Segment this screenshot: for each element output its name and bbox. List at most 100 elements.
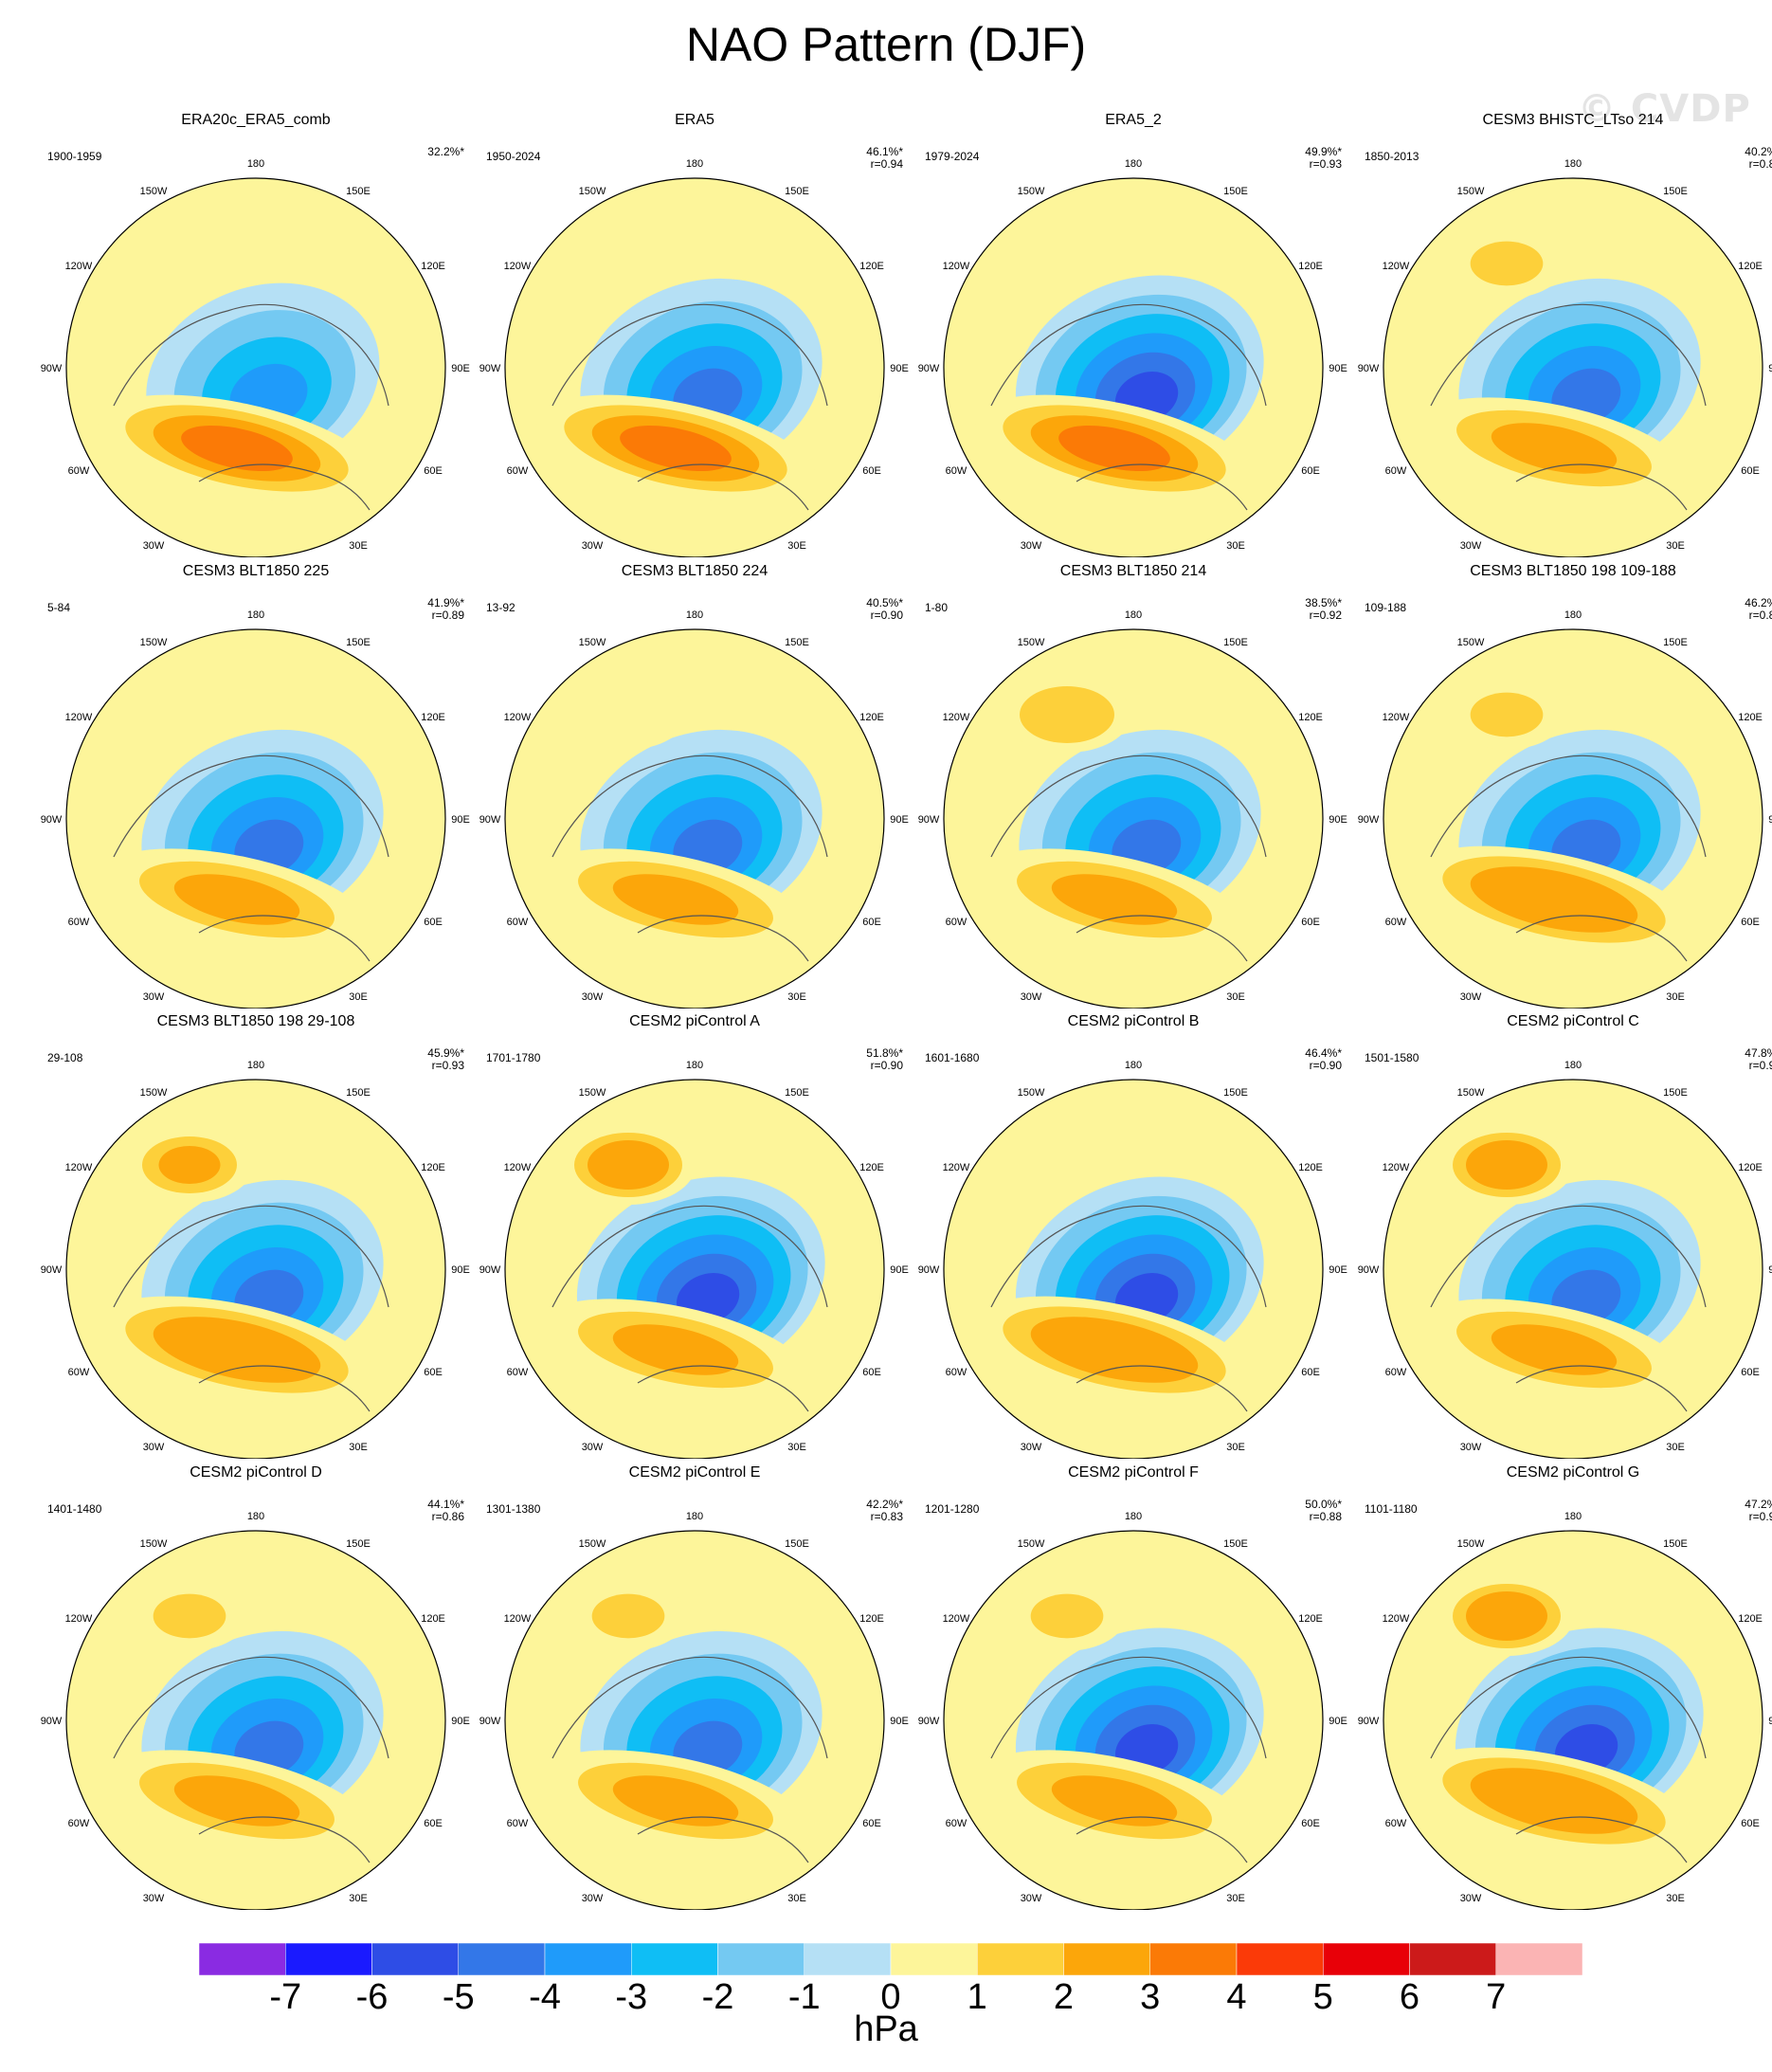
longitude-label: 150W <box>579 637 606 648</box>
pattern-correlation: r=0.83 <box>870 1510 903 1523</box>
polar-map: 180150E120E90E60E30E030W60W90W120W150W <box>479 1511 909 1910</box>
longitude-label: 90E <box>890 363 909 374</box>
pattern-correlation: r=0.93 <box>1309 157 1342 171</box>
pattern-correlation: r=0.94 <box>870 157 903 171</box>
longitude-label: 180 <box>1564 158 1582 170</box>
map-boundary <box>943 1530 1324 1910</box>
longitude-label: 180 <box>1125 1511 1142 1522</box>
longitude-label: 30W <box>582 991 604 1003</box>
variance-explained: 41.9%* <box>427 596 464 609</box>
map-panel: CESM3 BLT1850 214 1-80 38.5%* r=0.92 180 150E… <box>915 563 1351 1009</box>
high-contour <box>612 874 739 925</box>
map-boundary <box>1383 1079 1763 1459</box>
longitude-label: 60W <box>68 465 90 477</box>
longitude-label: 180 <box>247 609 264 621</box>
longitude-label: 60W <box>507 917 529 928</box>
panel-period: 1501-1580 <box>1365 1051 1419 1064</box>
longitude-label: 30E <box>1226 991 1245 1003</box>
colorbar-tick-label: -5 <box>442 1977 475 2017</box>
longitude-label: 90E <box>890 1264 909 1276</box>
panel-period: 1850-2013 <box>1365 150 1419 163</box>
longitude-label: 90E <box>890 814 909 826</box>
pacific-high-contour <box>153 1593 226 1639</box>
colorbar-bin <box>1236 1943 1324 1975</box>
variance-explained: 46.1%* <box>866 145 903 158</box>
colorbar-tick-label: 2 <box>1053 1977 1075 2017</box>
longitude-label: 150E <box>346 186 371 197</box>
coastline <box>990 1656 1267 1863</box>
pacific-high-contour <box>1466 1591 1547 1641</box>
pacific-high-contour <box>1466 1140 1547 1190</box>
longitude-label: 60E <box>424 1367 443 1378</box>
longitude-label: 120W <box>504 261 532 272</box>
map-boundary <box>504 1530 885 1910</box>
map-panel: CESM3 BLT1850 198 29-108 29-108 45.9%* r=0.… <box>38 1013 474 1459</box>
longitude-label: 60E <box>862 917 881 928</box>
longitude-label: 60W <box>507 465 529 477</box>
pacific-high-contour <box>1030 1593 1104 1639</box>
longitude-label: 60E <box>862 1818 881 1829</box>
longitude-label: 180 <box>247 1511 264 1522</box>
longitude-label: 30W <box>1460 1893 1482 1904</box>
colorbar-bin <box>890 1943 978 1975</box>
longitude-label: 180 <box>1564 1060 1582 1071</box>
longitude-label: 30E <box>349 1893 368 1904</box>
longitude-label: 150W <box>579 1538 606 1550</box>
high-contour <box>1058 425 1170 472</box>
colorbar-bin <box>458 1943 546 1975</box>
longitude-label: 90E <box>1329 814 1347 826</box>
longitude-label: 120W <box>1383 261 1410 272</box>
longitude-label: 60W <box>68 1367 90 1378</box>
longitude-label: 120W <box>504 1162 532 1173</box>
longitude-label: 60W <box>946 465 967 477</box>
longitude-label: 30E <box>787 1442 806 1453</box>
colorbar-tick-label: -4 <box>529 1977 561 2017</box>
colorbar-tick-label: 5 <box>1312 1977 1333 2017</box>
panel-stats: 50.0%* r=0.88 <box>1305 1499 1342 1523</box>
longitude-label: 120E <box>1738 712 1763 723</box>
longitude-label: 150E <box>1663 186 1688 197</box>
polar-map: 180150E120E90E60E30E030W60W90W120W150W <box>479 609 909 1009</box>
longitude-label: 120E <box>421 261 445 272</box>
colorbar-tick-label: 1 <box>967 1977 987 2017</box>
longitude-label: 90W <box>1358 814 1380 826</box>
panel-period: 1301-1380 <box>486 1502 541 1516</box>
panel-title: CESM2 piControl F <box>1068 1464 1199 1481</box>
longitude-label: 150E <box>1223 1087 1248 1099</box>
high-contour <box>181 425 293 472</box>
map-panel: CESM2 piControl E 1301-1380 42.2%* r=0.83 18… <box>477 1464 913 1910</box>
longitude-label: 90E <box>1768 1716 1772 1727</box>
longitude-label: 60W <box>68 1818 90 1829</box>
longitude-label: 30E <box>349 991 368 1003</box>
longitude-label: 60W <box>1385 465 1407 477</box>
longitude-label: 60W <box>946 1367 967 1378</box>
variance-explained: 45.9%* <box>427 1046 464 1060</box>
longitude-label: 120W <box>943 712 970 723</box>
panel-title: CESM3 BLT1850 198 29-108 <box>156 1013 355 1029</box>
longitude-label: 90E <box>451 814 470 826</box>
longitude-label: 150W <box>1457 1087 1485 1099</box>
longitude-label: 60W <box>507 1367 529 1378</box>
longitude-label: 120W <box>504 1613 532 1625</box>
longitude-label: 120E <box>859 261 884 272</box>
pacific-high-contour <box>1470 241 1544 286</box>
map-boundary <box>65 628 446 1009</box>
panel-period: 1701-1780 <box>486 1051 541 1064</box>
variance-explained: 32.2%* <box>427 145 464 158</box>
panel-period: 1900-1959 <box>47 150 102 163</box>
longitude-label: 90E <box>1768 363 1772 374</box>
longitude-label: 60E <box>424 1818 443 1829</box>
panel-stats: 41.9%* r=0.89 <box>427 597 464 622</box>
polar-map: 180150E120E90E60E30E030W60W90W120W150W <box>479 158 909 557</box>
colorbar-bin <box>1149 1943 1238 1975</box>
longitude-label: 30E <box>1226 540 1245 552</box>
longitude-label: 30E <box>1666 1442 1685 1453</box>
colorbar <box>199 1943 1582 1975</box>
panel-stats: 46.4%* r=0.90 <box>1305 1047 1342 1072</box>
longitude-label: 120W <box>504 712 532 723</box>
longitude-label: 150E <box>346 637 371 648</box>
polar-map: 180150E120E90E60E30E030W60W90W120W150W <box>918 158 1347 557</box>
coastline <box>1430 1205 1707 1412</box>
variance-explained: 40.5%* <box>866 596 903 609</box>
